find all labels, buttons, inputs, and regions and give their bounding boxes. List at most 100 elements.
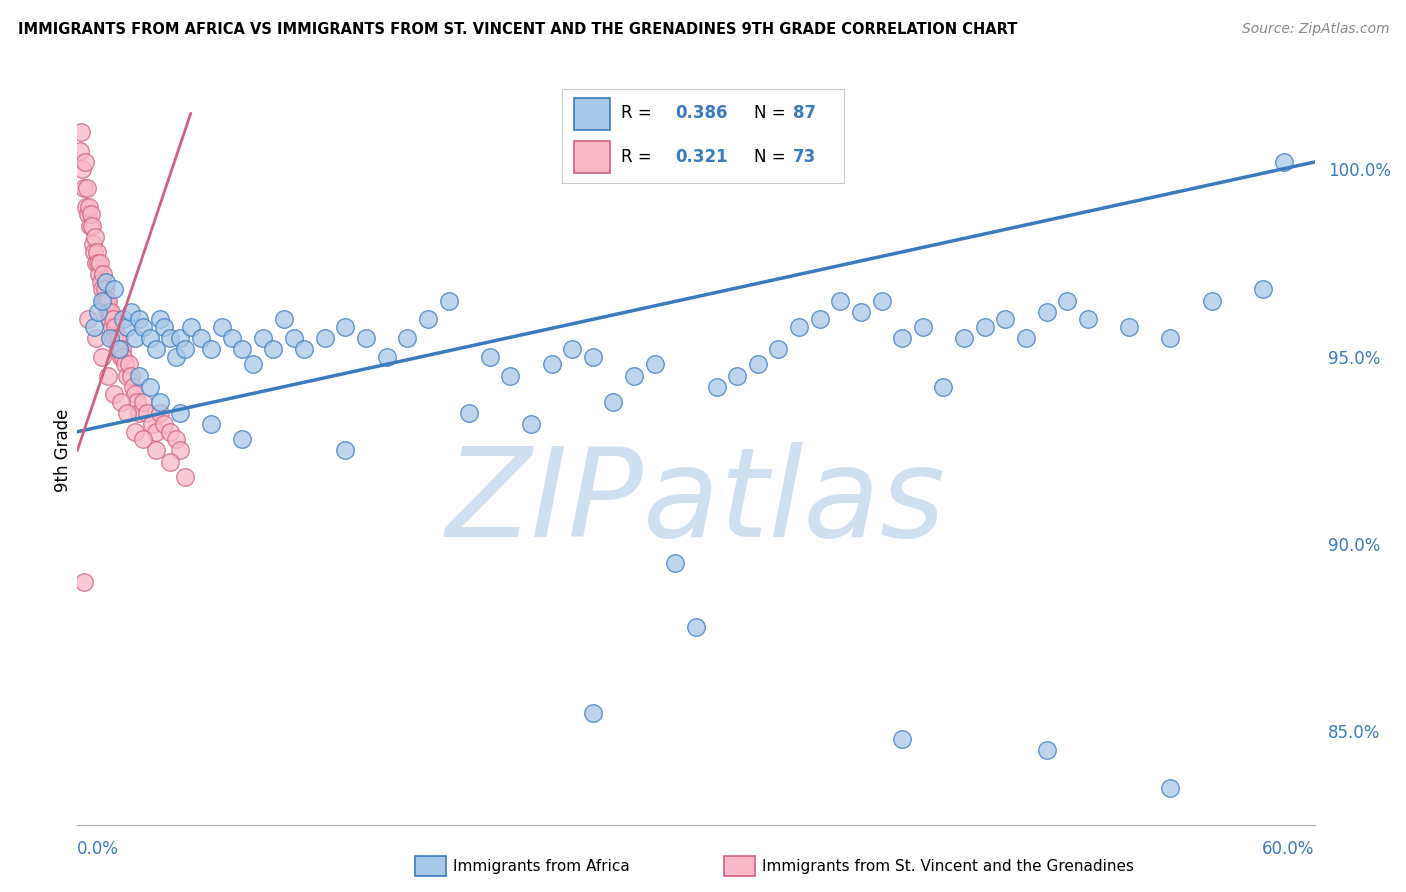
Point bbox=[849, 305, 872, 319]
Point bbox=[1201, 293, 1223, 308]
Point bbox=[105, 331, 128, 345]
Point bbox=[169, 331, 191, 345]
Point bbox=[283, 331, 305, 345]
Point bbox=[107, 343, 129, 357]
Point bbox=[124, 387, 146, 401]
Point bbox=[1056, 293, 1078, 308]
Point bbox=[132, 394, 155, 409]
Point bbox=[149, 406, 172, 420]
Point bbox=[768, 343, 790, 357]
Point bbox=[153, 319, 176, 334]
Text: N =: N = bbox=[754, 104, 790, 122]
Point bbox=[458, 406, 481, 420]
Point bbox=[107, 343, 129, 357]
Text: IMMIGRANTS FROM AFRICA VS IMMIGRANTS FROM ST. VINCENT AND THE GRENADINES 9TH GRA: IMMIGRANTS FROM AFRICA VS IMMIGRANTS FRO… bbox=[18, 22, 1018, 37]
Text: Source: ZipAtlas.com: Source: ZipAtlas.com bbox=[1241, 22, 1389, 37]
Point bbox=[375, 350, 398, 364]
Point bbox=[132, 432, 155, 446]
FancyBboxPatch shape bbox=[574, 97, 610, 130]
Point bbox=[103, 312, 125, 326]
Point bbox=[127, 394, 149, 409]
Point bbox=[76, 207, 98, 221]
Point bbox=[73, 155, 96, 169]
Point bbox=[141, 417, 163, 432]
Point bbox=[69, 144, 91, 158]
Point bbox=[159, 425, 181, 439]
Point bbox=[98, 305, 121, 319]
Point bbox=[120, 305, 142, 319]
Point bbox=[165, 350, 187, 364]
Point bbox=[262, 343, 284, 357]
Point bbox=[787, 319, 810, 334]
Point bbox=[75, 200, 97, 214]
Point bbox=[110, 350, 132, 364]
Point bbox=[706, 380, 728, 394]
Point bbox=[98, 331, 121, 345]
Point bbox=[540, 357, 562, 371]
Point bbox=[221, 331, 243, 345]
Point bbox=[96, 275, 118, 289]
Point bbox=[1159, 331, 1181, 345]
Point bbox=[80, 219, 103, 233]
Point bbox=[561, 343, 583, 357]
Point bbox=[725, 368, 748, 383]
Point bbox=[96, 293, 118, 308]
Point bbox=[273, 312, 295, 326]
Point bbox=[437, 293, 460, 308]
Point bbox=[91, 282, 114, 296]
Point bbox=[76, 181, 98, 195]
Text: Immigrants from Africa: Immigrants from Africa bbox=[453, 859, 630, 873]
Point bbox=[149, 312, 172, 326]
Point bbox=[115, 319, 138, 334]
Point bbox=[870, 293, 893, 308]
Point bbox=[118, 357, 141, 371]
Text: Immigrants from St. Vincent and the Grenadines: Immigrants from St. Vincent and the Gren… bbox=[762, 859, 1135, 873]
Point bbox=[110, 394, 132, 409]
Point bbox=[685, 619, 707, 633]
Text: N =: N = bbox=[754, 148, 790, 166]
Point bbox=[103, 282, 125, 296]
Point bbox=[354, 331, 377, 345]
Text: R =: R = bbox=[621, 104, 658, 122]
Point bbox=[911, 319, 934, 334]
Point bbox=[664, 556, 686, 570]
Point bbox=[314, 331, 336, 345]
Point bbox=[124, 425, 146, 439]
Point bbox=[165, 432, 187, 446]
Point bbox=[953, 331, 976, 345]
Point bbox=[84, 256, 107, 270]
Text: 73: 73 bbox=[793, 148, 817, 166]
Point bbox=[149, 394, 172, 409]
Point bbox=[86, 244, 108, 259]
Point bbox=[101, 319, 124, 334]
Text: 0.321: 0.321 bbox=[675, 148, 727, 166]
Point bbox=[124, 331, 146, 345]
Point bbox=[932, 380, 955, 394]
Point bbox=[173, 469, 195, 483]
Point bbox=[128, 312, 150, 326]
Point bbox=[145, 425, 167, 439]
Point bbox=[145, 343, 167, 357]
Y-axis label: 9th Grade: 9th Grade bbox=[53, 409, 72, 492]
Point bbox=[335, 443, 357, 458]
Point bbox=[416, 312, 439, 326]
Point bbox=[159, 331, 181, 345]
Text: 87: 87 bbox=[793, 104, 815, 122]
Point bbox=[111, 343, 134, 357]
Point bbox=[153, 417, 176, 432]
Point bbox=[169, 443, 191, 458]
Point bbox=[830, 293, 852, 308]
Point bbox=[138, 380, 160, 394]
Point bbox=[72, 162, 94, 177]
Point bbox=[120, 368, 142, 383]
Point bbox=[97, 293, 120, 308]
Point bbox=[1077, 312, 1099, 326]
Point bbox=[190, 331, 212, 345]
Point bbox=[128, 368, 150, 383]
Point bbox=[994, 312, 1017, 326]
Point bbox=[169, 406, 191, 420]
Point bbox=[1118, 319, 1140, 334]
Point bbox=[138, 331, 160, 345]
Point bbox=[602, 394, 624, 409]
Point bbox=[1159, 780, 1181, 795]
